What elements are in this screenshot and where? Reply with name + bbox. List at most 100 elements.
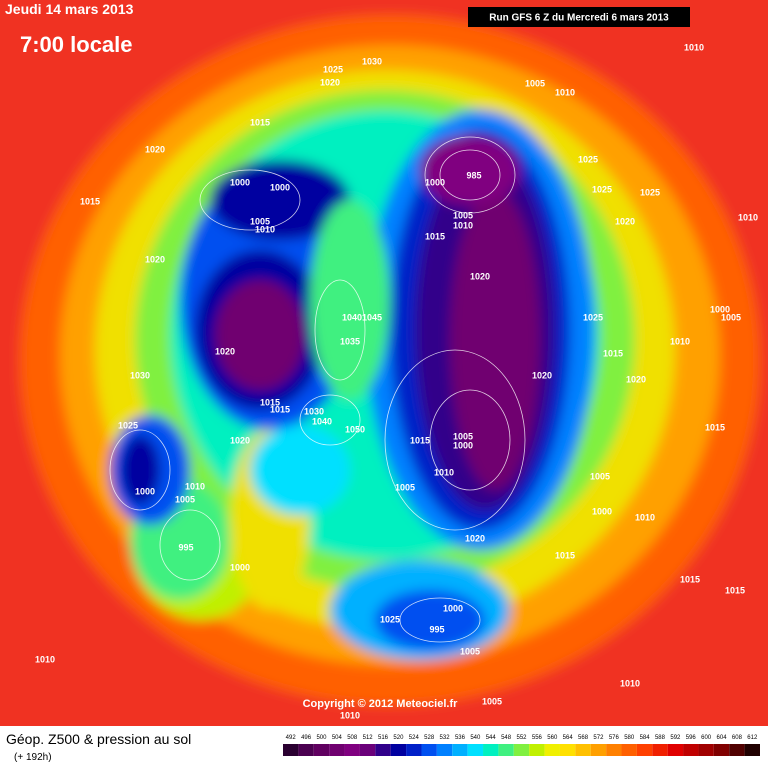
pressure-label: 1025 bbox=[380, 614, 400, 624]
pressure-label: 1020 bbox=[145, 144, 165, 154]
legend-label: 528 bbox=[424, 735, 435, 741]
pressure-label: 1030 bbox=[130, 370, 150, 380]
pressure-label: 1015 bbox=[555, 550, 575, 560]
legend-label: 524 bbox=[409, 735, 420, 741]
legend-label: 560 bbox=[547, 735, 558, 741]
pressure-label: 1000 bbox=[425, 177, 445, 187]
pressure-label: 1025 bbox=[118, 420, 138, 430]
legend-swatch bbox=[421, 744, 437, 756]
legend-label: 592 bbox=[670, 735, 681, 741]
pressure-label: 995 bbox=[429, 624, 444, 634]
legend-swatch bbox=[590, 744, 607, 756]
pressure-label: 1000 bbox=[592, 506, 612, 516]
legend-label: 576 bbox=[609, 735, 620, 741]
legend-label: 492 bbox=[286, 735, 297, 741]
legend-swatch bbox=[652, 744, 668, 756]
pressure-label: 1020 bbox=[215, 346, 235, 356]
legend-label: 504 bbox=[332, 735, 343, 741]
legend-label: 532 bbox=[440, 735, 451, 741]
pressure-label: 1000 bbox=[443, 603, 463, 613]
pressure-label: 1020 bbox=[465, 533, 485, 543]
legend-swatch bbox=[559, 744, 576, 756]
legend-label: 544 bbox=[486, 735, 497, 741]
pressure-label: 1010 bbox=[635, 512, 655, 522]
legend-label: 496 bbox=[301, 735, 312, 741]
legend-swatch bbox=[744, 744, 760, 756]
pressure-label: 1015 bbox=[725, 585, 745, 595]
pressure-label: 1040 bbox=[312, 416, 332, 426]
legend-label: 572 bbox=[593, 735, 604, 741]
pressure-label: 1025 bbox=[583, 312, 603, 322]
pressure-label: 1020 bbox=[320, 77, 340, 87]
pressure-label: 985 bbox=[466, 170, 481, 180]
color-legend: 492 496 500 504 508 512 516 520 524 528 532 536 540 5… bbox=[283, 735, 760, 756]
pressure-label: 1010 bbox=[453, 220, 473, 230]
legend-label: 556 bbox=[532, 735, 543, 741]
forecast-lead: (+ 192h) bbox=[14, 752, 52, 763]
legend-swatch bbox=[544, 744, 560, 756]
legend-swatch bbox=[513, 744, 530, 756]
pressure-label: 1025 bbox=[323, 64, 343, 74]
pressure-label: 1000 bbox=[230, 562, 250, 572]
pressure-label: 1020 bbox=[626, 374, 646, 384]
pressure-label: 1010 bbox=[35, 654, 55, 664]
pressure-label: 1010 bbox=[684, 42, 704, 52]
pressure-label: 1010 bbox=[340, 710, 360, 720]
pressure-label: 1000 bbox=[453, 440, 473, 450]
legend-swatch bbox=[467, 744, 484, 756]
pressure-label: 1010 bbox=[620, 678, 640, 688]
legend-label: 600 bbox=[701, 735, 712, 741]
pressure-label: 1010 bbox=[738, 212, 758, 222]
pressure-label: 1005 bbox=[482, 696, 502, 706]
legend-label: 580 bbox=[624, 735, 635, 741]
legend-swatch bbox=[390, 744, 407, 756]
pressure-label: 1000 bbox=[710, 304, 730, 314]
legend-swatch bbox=[298, 744, 314, 756]
legend-swatch bbox=[344, 744, 360, 756]
legend-swatch bbox=[375, 744, 391, 756]
legend-swatch bbox=[575, 744, 591, 756]
legend-label: 608 bbox=[732, 735, 743, 741]
pressure-label: 1005 bbox=[525, 78, 545, 88]
legend-swatch bbox=[406, 744, 422, 756]
legend-label: 584 bbox=[640, 735, 651, 741]
pressure-label: 1000 bbox=[230, 177, 250, 187]
pressure-label: 1040 bbox=[342, 312, 362, 322]
pressure-label: 1010 bbox=[255, 224, 275, 234]
legend-label: 516 bbox=[378, 735, 389, 741]
legend-label: 508 bbox=[347, 735, 358, 741]
forecast-date: Jeudi 14 mars 2013 bbox=[5, 1, 134, 17]
legend-swatch bbox=[313, 744, 330, 756]
legend-swatch bbox=[452, 744, 468, 756]
pressure-label: 995 bbox=[178, 542, 193, 552]
legend-label: 596 bbox=[686, 735, 697, 741]
legend-label: 536 bbox=[455, 735, 466, 741]
legend-swatch bbox=[283, 744, 299, 756]
pressure-label: 1025 bbox=[578, 154, 598, 164]
pressure-label: 1015 bbox=[425, 231, 445, 241]
legend-swatch bbox=[329, 744, 345, 756]
legend-label: 552 bbox=[516, 735, 527, 741]
legend-swatch bbox=[359, 744, 376, 756]
legend-label: 568 bbox=[578, 735, 589, 741]
legend-label: 564 bbox=[563, 735, 574, 741]
legend-swatch bbox=[436, 744, 453, 756]
local-time: 7:00 locale bbox=[20, 32, 133, 57]
pressure-label: 1050 bbox=[345, 424, 365, 434]
legend-swatch bbox=[498, 744, 514, 756]
pressure-label: 1005 bbox=[721, 312, 741, 322]
pressure-label: 1000 bbox=[135, 486, 155, 496]
legend-swatch bbox=[621, 744, 637, 756]
pressure-label: 1010 bbox=[434, 467, 454, 477]
pressure-label: 1010 bbox=[555, 87, 575, 97]
legend-label: 612 bbox=[747, 735, 758, 741]
legend-swatch bbox=[636, 744, 653, 756]
legend-label: 520 bbox=[393, 735, 404, 741]
legend-label: 604 bbox=[717, 735, 728, 741]
footer-title: Géop. Z500 & pression au sol bbox=[6, 731, 191, 747]
pressure-label: 1005 bbox=[460, 646, 480, 656]
legend-swatch bbox=[483, 744, 499, 756]
pressure-label: 1035 bbox=[340, 336, 360, 346]
pressure-label: 1020 bbox=[230, 435, 250, 445]
